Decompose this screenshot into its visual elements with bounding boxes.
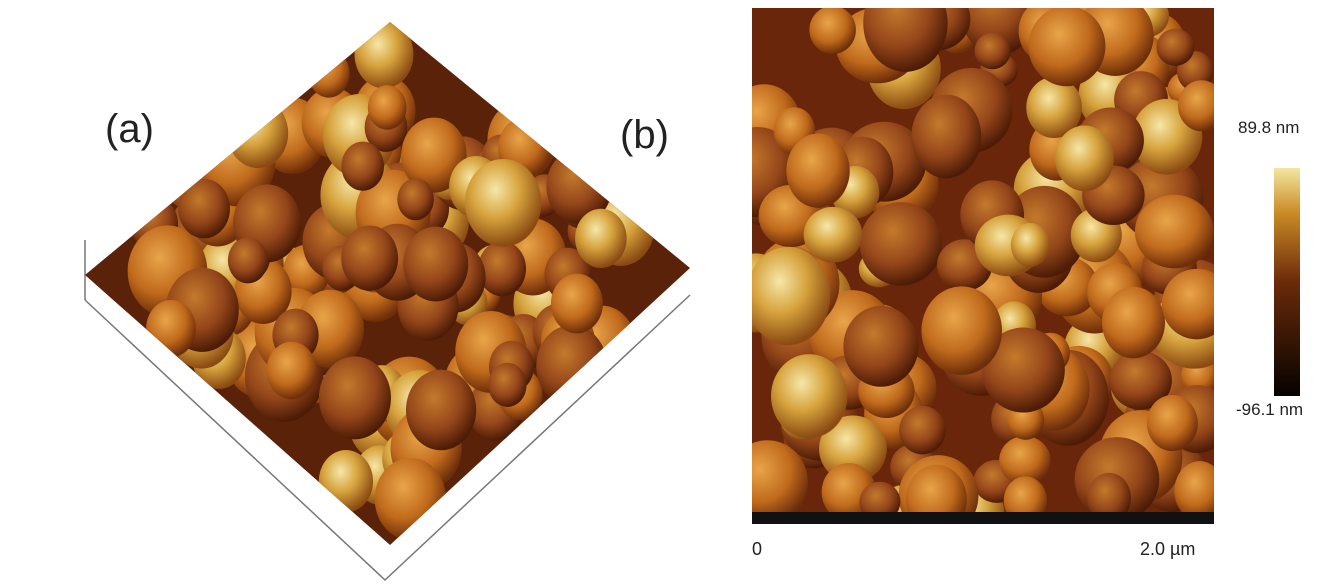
grain <box>375 458 446 540</box>
grain <box>488 363 526 407</box>
scale-label: 2.0 µm <box>1140 539 1195 559</box>
grain <box>727 440 808 523</box>
grain <box>536 325 607 406</box>
grain <box>975 33 1011 70</box>
colorbar <box>1274 168 1300 396</box>
grain <box>397 178 434 220</box>
grain <box>465 159 541 247</box>
scale-label: 0 <box>752 539 762 559</box>
grain <box>860 202 942 286</box>
grain <box>227 98 288 168</box>
grain <box>786 134 849 208</box>
grain <box>921 286 1002 375</box>
colorbar-min: -96.1 nm <box>1236 400 1303 419</box>
panel-label: (a) <box>105 107 154 151</box>
grain <box>1156 29 1194 66</box>
grain <box>899 406 946 454</box>
grain <box>1162 269 1232 340</box>
figure: (a) (b) 0 2.0 µm 89.8 nm -96.1 nm <box>0 0 1338 586</box>
surface-3d <box>128 0 655 540</box>
grain <box>406 370 476 451</box>
grain <box>1011 223 1050 267</box>
grain <box>341 142 384 191</box>
grain <box>267 342 317 399</box>
grain <box>319 356 391 439</box>
grain <box>804 207 863 263</box>
grain <box>1178 80 1225 131</box>
colorbar-max: 89.8 nm <box>1238 118 1299 137</box>
grain <box>403 227 468 302</box>
grain <box>1055 126 1114 192</box>
grain <box>551 274 603 334</box>
grain <box>341 225 398 290</box>
grain <box>1147 395 1198 451</box>
grain <box>575 209 627 268</box>
grain <box>355 21 414 89</box>
grain <box>1102 287 1165 359</box>
grain <box>809 6 856 54</box>
grain <box>911 95 981 179</box>
grain <box>146 300 196 357</box>
page: (a) (b) 0 2.0 µm 89.8 nm -96.1 nm (() =>… <box>0 0 1338 586</box>
grain <box>1135 195 1214 269</box>
grain <box>843 306 918 387</box>
grain <box>1174 461 1225 521</box>
grain <box>319 450 373 512</box>
grain <box>368 85 407 130</box>
grain <box>478 241 526 296</box>
grain <box>308 50 350 98</box>
grain <box>228 237 268 283</box>
grain <box>746 247 830 345</box>
panel-label: (b) <box>620 113 669 157</box>
grain <box>771 354 847 438</box>
grain <box>178 179 230 239</box>
scale-bar <box>752 512 1214 524</box>
grain <box>1028 6 1105 86</box>
